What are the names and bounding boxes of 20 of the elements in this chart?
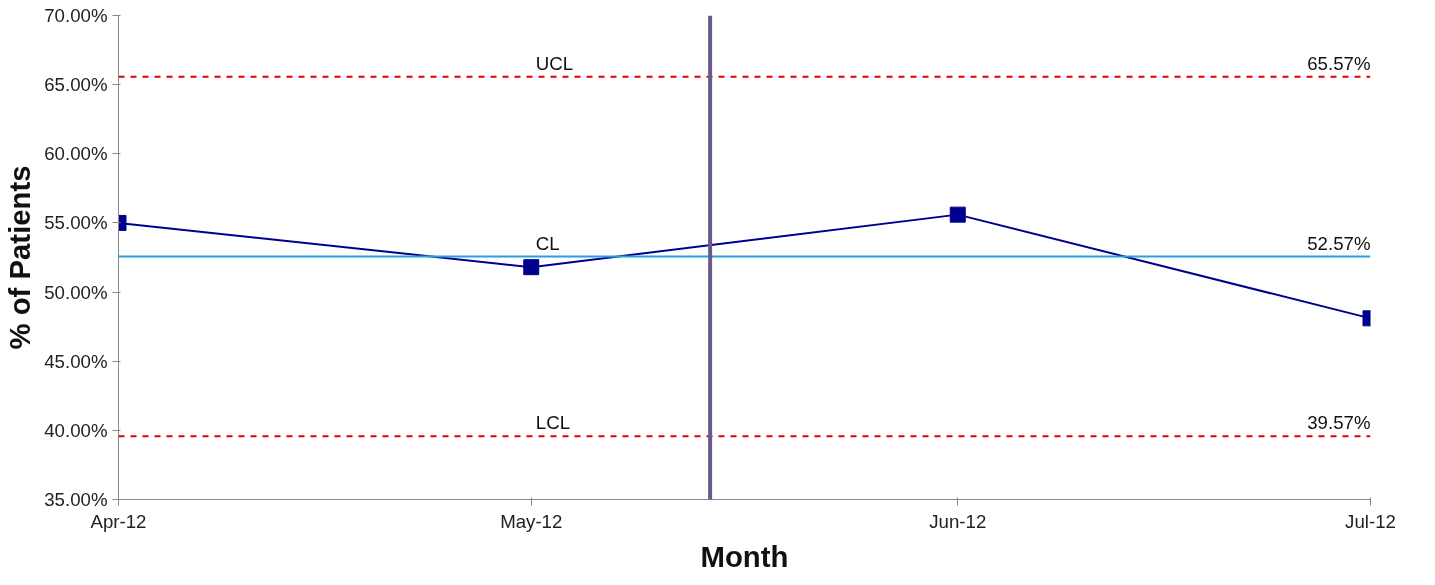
y-tick-label: 65.00% xyxy=(44,74,108,96)
y-tick-label: 70.00% xyxy=(44,5,108,26)
x-tick-label: Apr-12 xyxy=(90,510,147,532)
y-tick-label: 35.00% xyxy=(44,489,108,510)
y-tick-label: 50.00% xyxy=(44,281,108,303)
x-tick-label: May-12 xyxy=(500,510,563,532)
y-tick-label: 55.00% xyxy=(44,212,108,234)
x-axis-title: Month xyxy=(700,539,789,573)
ref-line-label: CL xyxy=(535,232,560,254)
y-tick-label: 45.00% xyxy=(44,350,108,372)
x-tick-label: Jul-12 xyxy=(1345,510,1396,532)
ref-line-label: LCL xyxy=(535,412,571,434)
y-tick-label: 40.00% xyxy=(44,419,108,441)
y-axis-title: % of Patients xyxy=(3,165,37,350)
annotation: 52.57% xyxy=(1307,232,1371,254)
annotation: 65.57% xyxy=(1307,52,1371,74)
ref-line-label: UCL xyxy=(535,52,574,74)
y-tick-label: 60.00% xyxy=(44,143,108,165)
x-tick-label: Jun-12 xyxy=(929,510,987,532)
annotation: 39.57% xyxy=(1307,412,1371,434)
